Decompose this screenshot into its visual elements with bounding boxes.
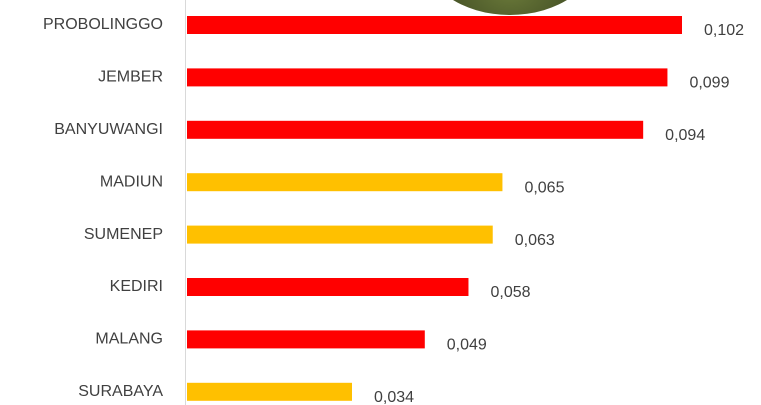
data-label: 0,063 [515, 232, 555, 249]
bar [187, 120, 644, 139]
bar [187, 68, 668, 87]
data-label: 0,034 [374, 389, 414, 405]
bar [187, 278, 469, 296]
category-label: SUMENEP [84, 226, 163, 243]
category-label: JEMBER [98, 69, 163, 86]
data-label: 0,102 [704, 22, 744, 39]
category-label: BANYUWANGI [54, 121, 163, 138]
decorative-image [453, 0, 567, 15]
bar [187, 16, 682, 34]
data-label: 0,058 [490, 284, 530, 301]
category-label: MALANG [95, 331, 163, 348]
bar [187, 225, 493, 244]
bar [187, 330, 425, 349]
category-label: KEDIRI [110, 278, 163, 295]
data-label: 0,049 [447, 337, 487, 354]
category-label: MADIUN [100, 173, 163, 190]
category-label: SURABAYA [78, 383, 163, 400]
bar [187, 382, 352, 401]
data-label: 0,065 [524, 179, 564, 196]
data-label: 0,094 [665, 127, 705, 144]
data-label: 0,099 [689, 75, 729, 92]
bar [187, 173, 503, 192]
category-label: PROBOLINGGO [43, 16, 163, 33]
